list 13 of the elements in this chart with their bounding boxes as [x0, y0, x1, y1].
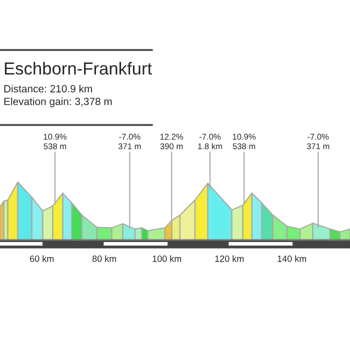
x-tick-label: 80 km: [92, 255, 116, 262]
annotation: -7.0% 371 m: [306, 134, 330, 150]
x-tick-label: 140 km: [278, 255, 306, 262]
x-tick-label: 100 km: [152, 255, 182, 262]
chart-subtitle: Distance: 210.9 km Elevation gain: 3,378 m: [4, 84, 112, 108]
annotation: 10.9% 538 m: [232, 134, 256, 150]
annotation: 12.2% 390 m: [160, 134, 184, 150]
x-tick-label: 60 km: [30, 255, 54, 262]
chart-title: Eschborn-Frankfurt: [4, 62, 152, 75]
annotation: -7.0% 371 m: [118, 134, 141, 150]
annotation: 10.9% 538 m: [44, 134, 67, 150]
annotation: -7.0% 1.8 km: [198, 134, 222, 150]
x-tick-label: 120 km: [215, 255, 244, 262]
